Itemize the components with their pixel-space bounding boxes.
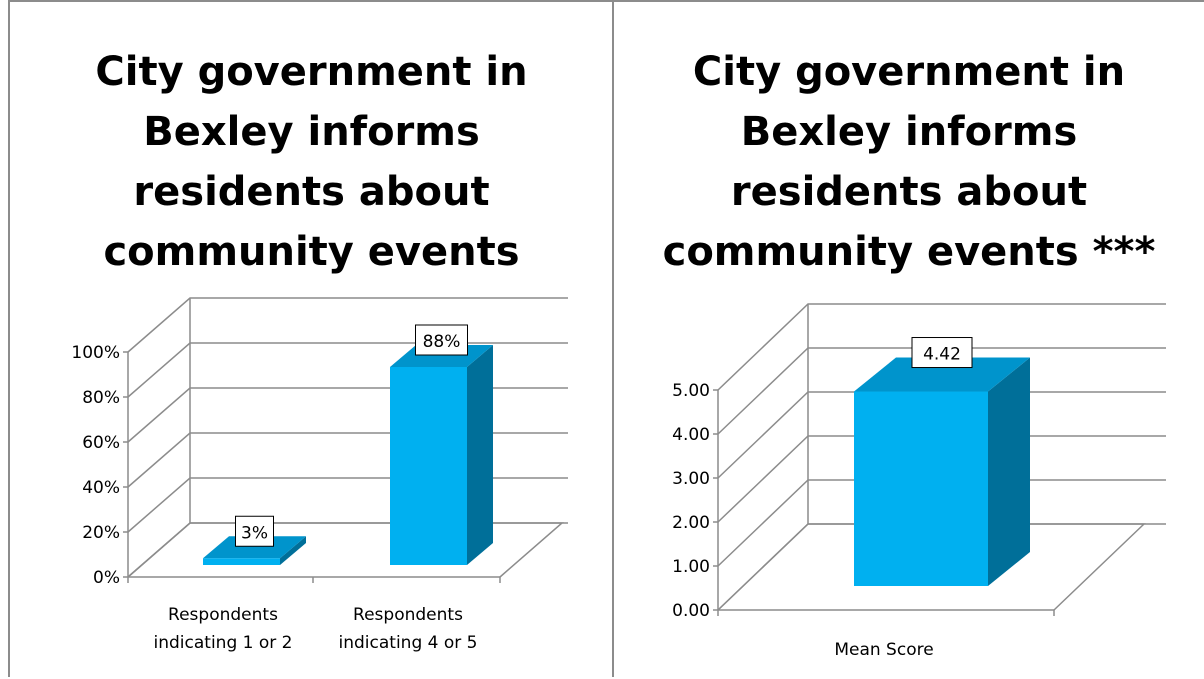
y-tick-label: 20% [82,523,120,543]
bar [390,367,467,565]
floor-line [127,522,565,578]
gridline [127,432,568,488]
gridline [127,522,568,578]
bar-top [854,357,1030,392]
data-label: 3% [241,523,268,543]
y-tick-label: 40% [82,478,120,498]
y-tick-label: 1.00 [672,557,710,577]
bar-top [203,536,306,559]
y-tick-label: 4.00 [672,425,710,445]
gridline [127,342,568,398]
x-category-label: Mean Score [834,640,933,660]
chart-left-plot: 0% 20% 40% 60% 80% 100% 3% 88% Respondents indica… [71,297,568,653]
chart-title-right: City government in Bexley informs reside… [662,49,1156,275]
chart-panel-left: City government in Bexley informs reside… [8,0,613,677]
y-tick-label: 0.00 [672,601,710,621]
data-label-box [911,337,973,369]
data-label: 4.42 [923,345,961,365]
y-tick-label: 60% [82,433,120,453]
data-label: 88% [423,332,461,352]
gridline [127,297,568,353]
data-label-box [235,515,274,547]
x-category-label: Respondents indicating 1 or 2 [154,605,293,653]
bar [203,558,280,565]
y-tick-label: 100% [71,343,120,363]
gridline [127,387,568,443]
bar-side [280,536,306,565]
y-tick-label: 0% [93,568,120,588]
bar [854,391,988,586]
y-tick-label: 80% [82,388,120,408]
chart-title-left: City government in Bexley informs reside… [95,49,528,275]
x-category-label: Respondents indicating 4 or 5 [339,605,478,653]
chart-right-plot: 0.00 1.00 2.00 3.00 4.00 5.00 4.42 Mean Score [672,303,1166,660]
y-tick-label: 5.00 [672,381,710,401]
bar-side [467,345,493,565]
data-label-box [415,324,468,356]
y-tick-label: 3.00 [672,469,710,489]
y-tick-label: 2.00 [672,513,710,533]
chart-panel-right: City government in Bexley informs reside… [612,0,1204,677]
gridline [127,477,568,533]
bar-side [988,357,1030,586]
